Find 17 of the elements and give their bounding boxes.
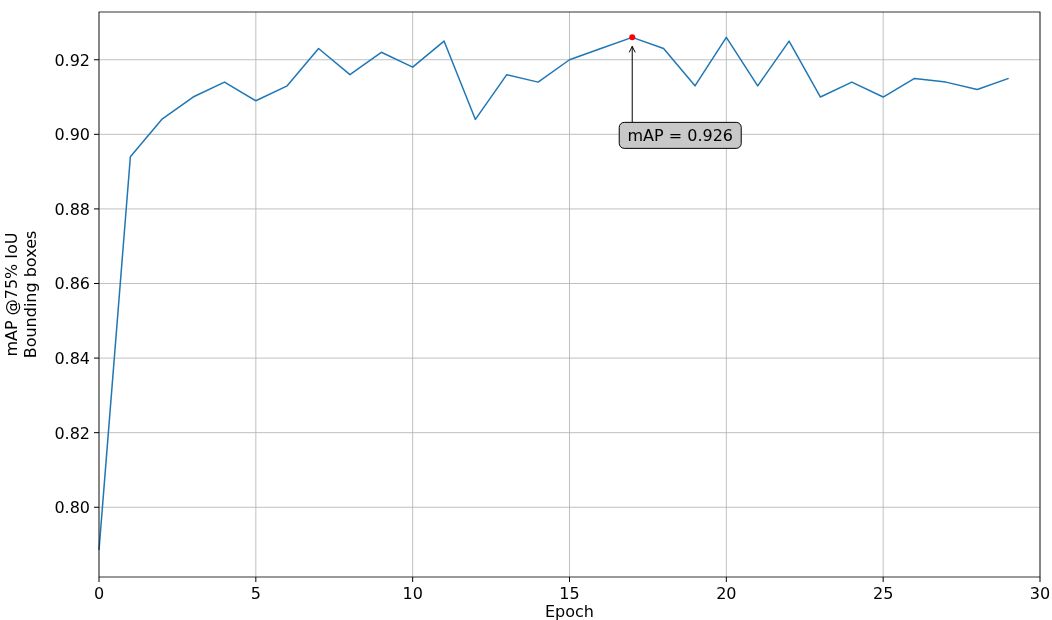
x-tick-label: 15 — [559, 584, 580, 603]
y-tick-label: 0.82 — [54, 423, 90, 443]
y-tick-label: 0.84 — [54, 349, 90, 369]
y-tick-label: 0.86 — [54, 274, 90, 294]
annotation: mAP = 0.926 — [627, 126, 734, 146]
y-tick-label: 0.88 — [54, 199, 90, 219]
y-tick-label: 0.80 — [54, 498, 90, 518]
x-tick-label: 30 — [1029, 584, 1051, 603]
x-tick-label: 10 — [402, 584, 423, 603]
y-tick-label: 0.90 — [54, 125, 90, 145]
y-tick-label: 0.92 — [54, 50, 90, 70]
x-tick-label: 25 — [872, 584, 894, 603]
x-tick-label: 0 — [93, 584, 105, 603]
x-axis-title: Epoch — [545, 602, 594, 620]
x-tick-label: 20 — [716, 584, 737, 603]
x-tick-label: 5 — [250, 584, 261, 603]
y-axis-title: mAP @75% IoU Bounding boxes — [2, 230, 40, 359]
